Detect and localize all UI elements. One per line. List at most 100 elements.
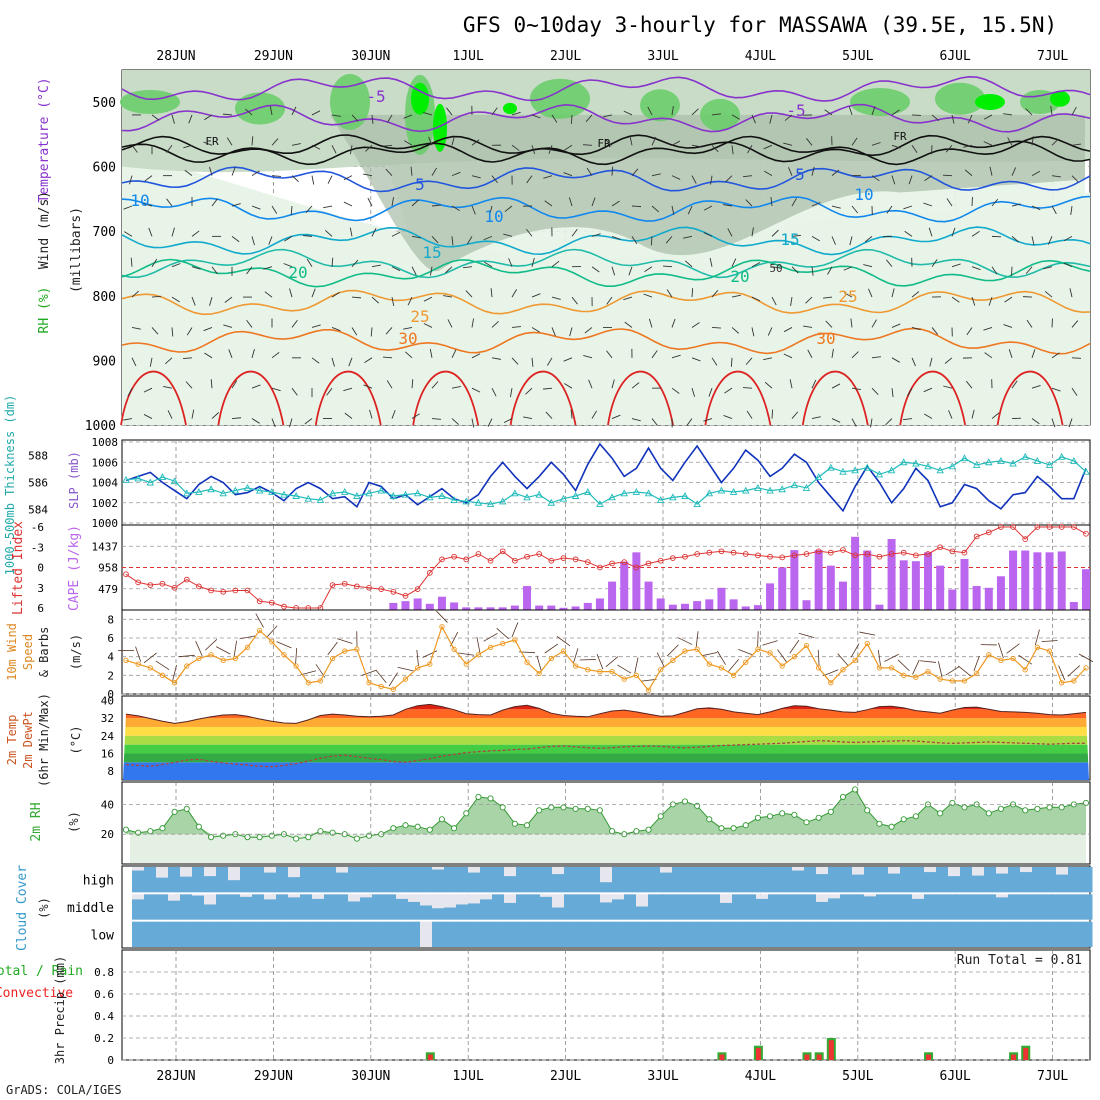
wind-barb <box>611 414 621 419</box>
wind10-point <box>572 663 579 669</box>
wind-barb <box>805 296 813 304</box>
li-point <box>329 582 336 588</box>
cape-bar <box>425 603 434 610</box>
wind-barb <box>1004 296 1013 303</box>
cloud-cell <box>384 867 397 893</box>
wind-barb <box>945 144 953 153</box>
rh-point <box>487 795 494 802</box>
cloud-cell <box>1032 867 1045 893</box>
wind-barb <box>343 387 353 392</box>
temperature-isotherm <box>121 226 1091 256</box>
wind-barb <box>851 205 859 214</box>
cape-tick: 1437 <box>92 540 119 553</box>
wind10-point <box>961 678 968 684</box>
wind-barb <box>209 296 213 306</box>
li-point <box>597 564 603 571</box>
wind-barb <box>447 319 453 328</box>
cloud-cell <box>300 921 313 947</box>
wind-barb <box>289 288 293 298</box>
rh-point <box>536 807 543 814</box>
wind-barb <box>911 145 918 153</box>
cloud-cell <box>864 921 877 947</box>
cloud-cell <box>624 921 637 947</box>
wind-barb <box>791 197 797 207</box>
thickness-point <box>584 488 592 495</box>
temp-line <box>125 703 1087 724</box>
li-point <box>390 588 397 595</box>
wind-barb <box>151 327 159 335</box>
thickness-point <box>134 474 142 482</box>
wind-barb <box>885 259 893 268</box>
contour-label: 30 <box>816 329 835 348</box>
wind-barb <box>411 199 419 207</box>
wind-barb <box>143 203 153 207</box>
cloud-cell <box>444 867 457 893</box>
wind-barb <box>431 204 441 207</box>
wind10-barb <box>483 632 498 642</box>
cloud-cell <box>288 877 301 893</box>
thickness-point <box>620 489 628 497</box>
wind-barb <box>791 266 799 274</box>
wind-barb <box>191 409 195 419</box>
cloud-cell <box>960 921 973 947</box>
wind-tick: 0 <box>107 688 114 701</box>
wind-barb <box>964 169 973 176</box>
wind10-point <box>925 668 931 675</box>
cape-bar <box>547 605 556 610</box>
cloud-cell <box>552 874 565 893</box>
cape-bar <box>1045 552 1054 610</box>
wind10-barb <box>762 640 778 646</box>
wind-barb <box>491 107 498 116</box>
wind-barb <box>531 357 534 367</box>
cloud-cell <box>648 921 661 947</box>
cloud-cell <box>384 921 397 947</box>
wind10-barb <box>458 652 475 656</box>
wind10-barb <box>605 656 619 668</box>
thickness-point <box>912 459 920 467</box>
wind-barb <box>526 228 533 237</box>
cloud-cell <box>408 867 421 893</box>
thickness-point <box>158 473 167 481</box>
wind-tick: 6 <box>107 632 114 645</box>
wind-barb <box>767 327 773 336</box>
wind10-barb <box>666 644 679 657</box>
cape-bar <box>802 600 811 610</box>
cloud-cell <box>1044 867 1057 893</box>
top-date-label: 5JUL <box>842 49 873 64</box>
cloud-cell <box>720 921 733 947</box>
slp-ylabel-left: 1000-500mb Thickness (dm) <box>3 395 17 576</box>
cloud-cell <box>528 894 541 920</box>
cloud-cell <box>228 894 241 920</box>
li-point <box>657 557 664 564</box>
wind-barb <box>423 323 433 328</box>
wind-barb <box>623 296 633 301</box>
thickness-point <box>280 490 288 498</box>
li-point <box>985 529 992 536</box>
thickness-point <box>924 462 932 470</box>
rh-point <box>511 820 518 827</box>
slp-tick: 1006 <box>92 456 119 469</box>
wind10-point <box>779 663 785 669</box>
cape-bar <box>826 565 835 610</box>
thickness-point <box>340 488 349 495</box>
wind-barb <box>563 172 573 177</box>
cape-bar <box>960 558 969 610</box>
cloud-cell <box>144 921 157 947</box>
wind-barb <box>582 144 593 146</box>
cloud-cell <box>564 921 577 947</box>
wind10-point <box>524 659 530 665</box>
wind-barb <box>503 233 513 237</box>
cape-bar <box>668 604 677 610</box>
wind-barb <box>291 387 298 396</box>
wind-barb <box>364 357 373 363</box>
wind-barb <box>503 418 513 424</box>
cloud-cell <box>648 894 661 920</box>
wind-barb <box>671 318 676 328</box>
wind-barb <box>988 296 993 306</box>
surface-contour <box>607 370 674 426</box>
wind-barb <box>871 106 876 116</box>
wind-barb <box>631 236 638 245</box>
thickness-point <box>268 488 276 495</box>
rh-point <box>159 825 166 832</box>
cloud-cell <box>876 894 889 920</box>
